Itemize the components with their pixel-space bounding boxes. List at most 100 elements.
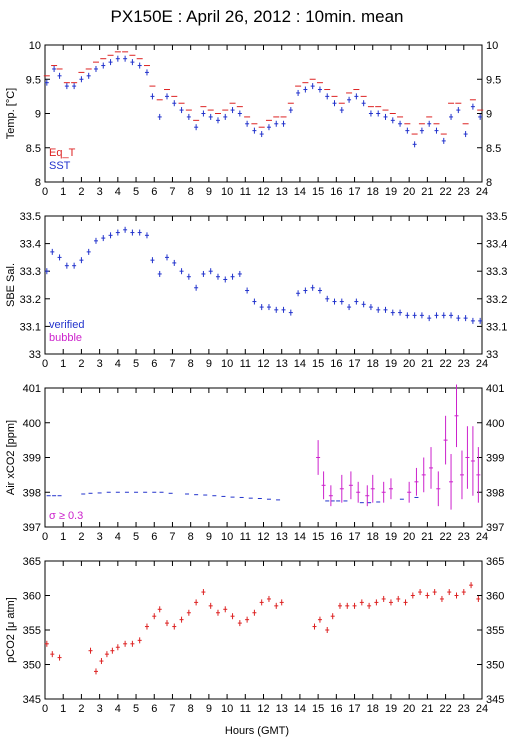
panel-3: 0 1 2 3 4 5 6 7 8 9 10 11 12 13 14 15 16 17 18 19 20 21 22 23 24…: [5, 383, 504, 543]
y-tick-label-right: 33.5: [486, 211, 507, 223]
data-point: [186, 113, 191, 120]
y-tick-label-left: 33.2: [20, 294, 41, 306]
data-point: [296, 290, 301, 297]
x-tick-label: 6: [151, 358, 157, 370]
data-point: [449, 113, 454, 120]
data-point: [215, 117, 220, 124]
data-point: [130, 640, 135, 647]
y-tick-label-left: 33.5: [20, 211, 41, 223]
data-point: [470, 317, 475, 324]
data-point: [44, 79, 49, 86]
y-axis-label: SBE Sal.: [5, 263, 17, 307]
x-tick-label: 10: [221, 358, 233, 370]
y-tick-label-left: 33.4: [20, 239, 41, 251]
y-tick-label-right: 401: [486, 383, 504, 395]
data-point: [454, 384, 459, 448]
x-tick-label: 9: [206, 358, 212, 370]
data-point: [312, 623, 317, 630]
data-point: [144, 623, 149, 630]
y-tick-label-left: 401: [23, 383, 41, 395]
x-tick-label: 15: [312, 703, 324, 715]
y-tick-label-left: 398: [23, 487, 41, 499]
data-point: [337, 602, 342, 609]
data-point: [266, 304, 271, 311]
data-point: [259, 599, 264, 606]
data-point: [137, 229, 142, 236]
data-point: [201, 270, 206, 277]
x-tick-label: 17: [348, 703, 360, 715]
data-point: [281, 120, 286, 127]
x-tick-label: 6: [151, 703, 157, 715]
x-tick-label: 14: [294, 703, 306, 715]
series-2: [44, 55, 483, 148]
x-tick-label: 23: [458, 703, 470, 715]
x-tick-label: 10: [221, 531, 233, 543]
x-tick-label: 9: [206, 703, 212, 715]
data-point: [172, 259, 177, 266]
data-point: [354, 93, 359, 100]
x-tick-label: 20: [403, 703, 415, 715]
x-tick-label: 21: [421, 358, 433, 370]
x-tick-label: 14: [294, 186, 306, 198]
series-1: [44, 582, 481, 675]
data-point: [215, 273, 220, 280]
x-tick-label: 22: [439, 358, 451, 370]
data-point: [427, 315, 432, 322]
x-tick-label: 12: [257, 358, 269, 370]
y-tick-label-right: 350: [486, 660, 504, 672]
x-tick-label: 23: [458, 358, 470, 370]
data-point: [179, 107, 184, 114]
x-tick-label: 0: [42, 703, 48, 715]
data-point: [79, 76, 84, 83]
data-point: [179, 268, 184, 275]
data-point: [436, 471, 441, 507]
y-tick-label-right: 33: [486, 349, 498, 361]
x-tick-label: 7: [169, 531, 175, 543]
data-point: [252, 609, 257, 616]
y-tick-label-left: 360: [23, 591, 41, 603]
data-point: [412, 312, 417, 319]
x-tick-label: 24: [476, 358, 488, 370]
x-tick-label: 3: [97, 703, 103, 715]
data-point: [470, 103, 475, 110]
data-point: [164, 93, 169, 100]
x-tick-label: 16: [330, 358, 342, 370]
data-point: [414, 467, 419, 496]
data-point: [144, 69, 149, 76]
data-point: [398, 309, 403, 316]
data-point: [425, 592, 430, 599]
y-tick-label-left: 8.5: [26, 143, 41, 155]
x-tick-label: 4: [115, 358, 121, 370]
y-tick-label-right: 8.5: [486, 143, 501, 155]
data-point: [434, 127, 439, 134]
data-point: [44, 640, 49, 647]
data-point: [348, 471, 353, 500]
x-tick-label: 6: [151, 531, 157, 543]
data-point: [186, 609, 191, 616]
x-tick-label: 21: [421, 186, 433, 198]
data-point: [459, 450, 464, 500]
data-point: [390, 117, 395, 124]
data-point: [317, 616, 322, 623]
data-point: [186, 273, 191, 280]
data-point: [230, 107, 235, 114]
y-tick-label-right: 400: [486, 418, 504, 430]
x-tick-label: 19: [385, 186, 397, 198]
data-point: [470, 426, 475, 496]
data-point: [215, 609, 220, 616]
y-tick-label-left: 33.3: [20, 266, 41, 278]
data-point: [57, 254, 62, 261]
data-point: [274, 120, 279, 127]
data-point: [245, 616, 250, 623]
data-point: [368, 304, 373, 311]
y-tick-label-right: 10: [486, 40, 498, 52]
x-tick-label: 23: [458, 186, 470, 198]
legend-entry: verified: [49, 319, 84, 331]
y-tick-label-left: 365: [23, 556, 41, 568]
data-point: [447, 589, 452, 596]
data-point: [259, 131, 264, 138]
data-point: [230, 613, 235, 620]
data-point: [374, 599, 379, 606]
data-point: [93, 668, 98, 675]
